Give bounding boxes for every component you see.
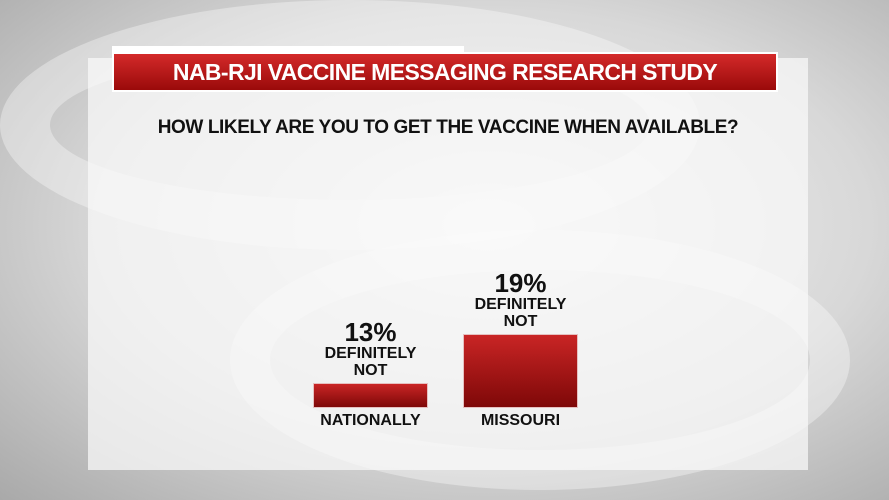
chart-title: HOW LIKELY ARE YOU TO GET THE VACCINE WH… (88, 117, 808, 139)
bar-missouri (463, 333, 578, 408)
annotation-label: DEFINITELY NOT (324, 344, 417, 379)
value-label: 13% (344, 316, 397, 347)
annotation-label: DEFINITELY NOT (474, 295, 567, 330)
title-accent-strip (112, 46, 464, 54)
data-label: 13% DEFINITELY NOT (291, 319, 451, 379)
chart-panel (88, 58, 808, 470)
graphic-title: NAB-RJI VACCINE MESSAGING RESEARCH STUDY (112, 52, 778, 92)
chart-title-text: HOW LIKELY ARE YOU TO GET THE VACCINE WH… (157, 117, 739, 138)
category-label: MISSOURI (480, 412, 561, 429)
graphic-title-text: NAB-RJI VACCINE MESSAGING RESEARCH STUDY (172, 59, 718, 85)
category-label: NATIONALLY (320, 412, 421, 429)
data-label: 19% DEFINITELY NOT (441, 270, 601, 330)
value-label: 19% (494, 267, 547, 298)
bar-nationally (313, 382, 428, 408)
